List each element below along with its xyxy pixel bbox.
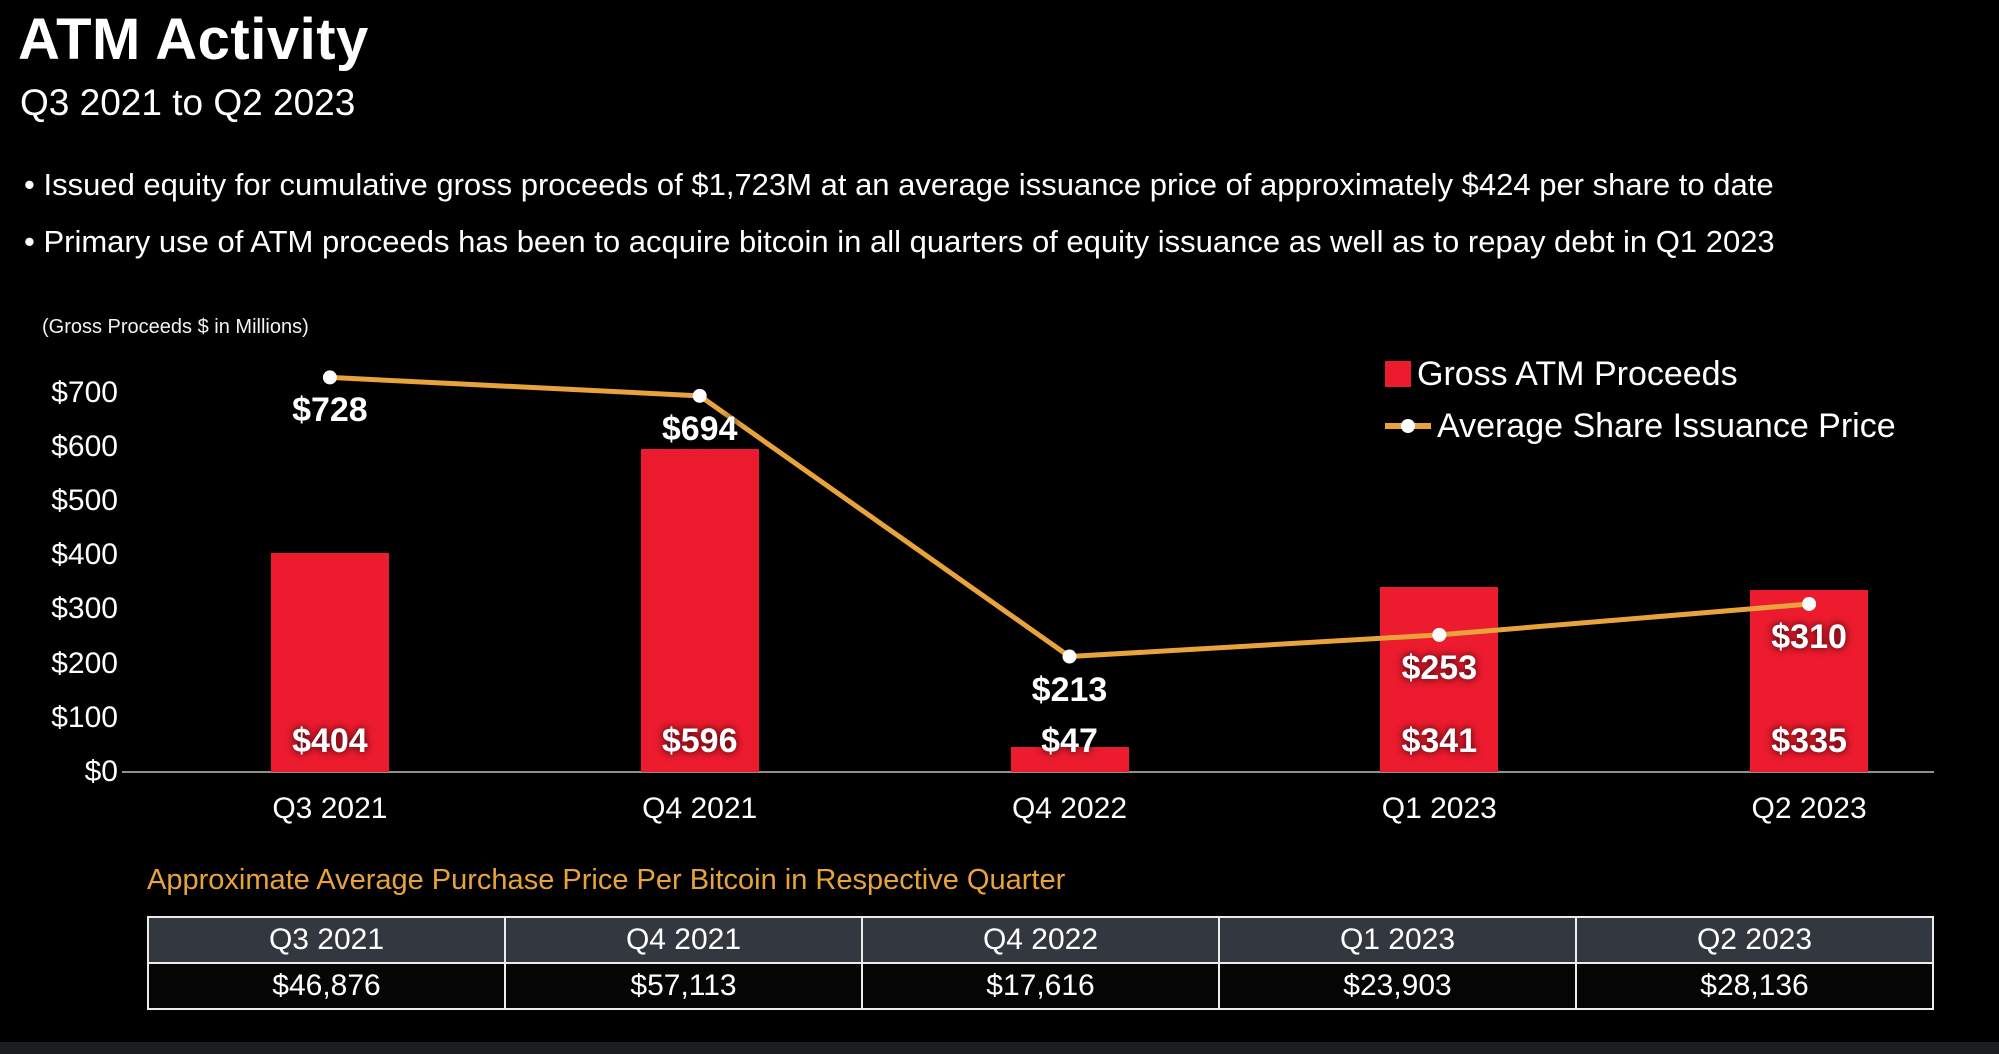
legend-label: Average Share Issuance Price xyxy=(1437,406,1896,445)
legend-item: Gross ATM Proceeds xyxy=(1385,348,1896,400)
line-point-label: $728 xyxy=(292,391,368,430)
legend-item: Average Share Issuance Price xyxy=(1385,400,1896,452)
line-point xyxy=(322,370,337,385)
bar-value-label: $341 xyxy=(1401,722,1478,760)
table-value-cell: $17,616 xyxy=(861,962,1220,1010)
bullet-item: Issued equity for cumulative gross proce… xyxy=(24,156,1999,213)
bar-value-label: $404 xyxy=(292,722,368,760)
table-value-cell: $46,876 xyxy=(147,962,506,1010)
y-axis-tick-label: $200 xyxy=(51,646,118,680)
table-header-cell: Q2 2023 xyxy=(1575,916,1934,964)
table-header-cell: Q1 2023 xyxy=(1218,916,1577,964)
x-axis-line xyxy=(122,771,1934,773)
page-subtitle: Q3 2021 to Q2 2023 xyxy=(20,82,356,123)
y-axis-tick-label: $600 xyxy=(51,429,118,463)
line-point-label: $310 xyxy=(1771,617,1847,656)
bar-value-label: $335 xyxy=(1771,722,1847,760)
bottom-strip xyxy=(0,1042,1999,1054)
axis-unit-note: (Gross Proceeds $ in Millions) xyxy=(42,316,309,338)
legend-line-dot-icon xyxy=(1401,419,1415,433)
legend-bar-swatch-icon xyxy=(1385,361,1411,387)
table-value-cell: $57,113 xyxy=(504,962,863,1010)
x-axis-label: Q1 2023 xyxy=(1381,792,1497,825)
legend-label: Gross ATM Proceeds xyxy=(1417,354,1738,393)
line-point xyxy=(1432,627,1447,642)
bar-value-label: $47 xyxy=(1041,722,1098,760)
bullet-list: Issued equity for cumulative gross proce… xyxy=(24,156,1999,271)
y-axis-tick-label: $100 xyxy=(51,700,118,734)
bar-value-label: $596 xyxy=(661,722,738,760)
bullet-item: Primary use of ATM proceeds has been to … xyxy=(24,213,1999,270)
x-axis-label: Q4 2022 xyxy=(1011,792,1128,825)
line-point-label: $253 xyxy=(1401,648,1478,687)
chart-legend: Gross ATM Proceeds Average Share Issuance… xyxy=(1385,348,1896,452)
line-point xyxy=(692,388,707,403)
y-axis-tick-label: $500 xyxy=(51,484,118,517)
table-value-cell: $28,136 xyxy=(1575,962,1934,1010)
gross-proceeds-bar xyxy=(1750,590,1869,772)
table-caption: Approximate Average Purchase Price Per B… xyxy=(147,864,1066,896)
y-axis-tick-label: $0 xyxy=(84,755,118,788)
y-axis-tick-label: $300 xyxy=(51,592,118,626)
line-point-label: $694 xyxy=(661,409,738,448)
table-header-cell: Q4 2021 xyxy=(504,916,863,964)
gross-proceeds-bar xyxy=(270,553,389,772)
line-point xyxy=(1802,596,1817,611)
atm-activity-chart: $0 $100 $200 $300 $400 $500 $600 $700 $404 $596 $4… xyxy=(0,330,1999,835)
table-header-cell: Q4 2022 xyxy=(861,916,1220,964)
gross-proceeds-bar xyxy=(640,448,759,772)
legend-line-swatch-icon xyxy=(1385,419,1431,433)
x-axis-label: Q4 2021 xyxy=(642,792,758,825)
line-point xyxy=(1062,649,1077,664)
line-series xyxy=(322,370,1817,664)
bitcoin-price-table: Q3 2021 Q4 2021 Q4 2022 Q1 2023 Q2 2023 $46,8… xyxy=(147,916,1934,1010)
gross-proceeds-bar xyxy=(1010,746,1129,772)
table-value-cell: $23,903 xyxy=(1218,962,1577,1010)
gross-proceeds-bar xyxy=(1380,587,1499,772)
line-point-label: $213 xyxy=(1031,670,1108,709)
table-header-cell: Q3 2021 xyxy=(147,916,506,964)
x-axis-label: Q3 2021 xyxy=(272,792,388,825)
x-axis-label: Q2 2023 xyxy=(1751,792,1867,825)
y-axis-tick-label: $700 xyxy=(51,375,118,409)
y-axis-tick-label: $400 xyxy=(51,538,118,572)
page-title: ATM Activity xyxy=(18,7,369,72)
